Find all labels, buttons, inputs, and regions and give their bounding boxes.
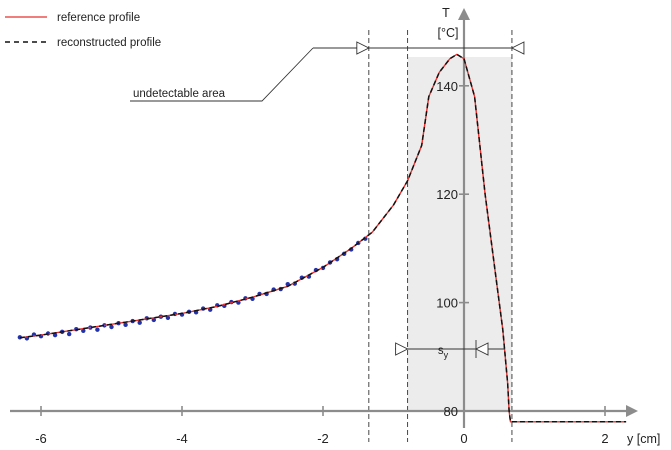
measured-point-11: [95, 327, 100, 332]
x-tick-label-3: 0: [460, 431, 467, 446]
sensor-arrow-right: [474, 342, 489, 356]
x-tick-label-1: -4: [176, 431, 188, 446]
measured-point-19: [151, 317, 156, 323]
measured-point-9: [81, 328, 86, 333]
measured-point-5: [52, 332, 58, 338]
y-tick-label-1: 100: [436, 296, 458, 311]
y-axis-title-line2: [°C]: [438, 26, 459, 40]
undetectable-leader-line: [130, 47, 314, 102]
shaded-region-rect: [407, 57, 512, 411]
y-tick-label-3: 140: [436, 79, 458, 94]
series-lines: [19, 53, 627, 423]
sensor-arrow-left: [395, 342, 409, 356]
x-tick-label-2: -2: [317, 431, 329, 446]
undetectable-arrow-right: [510, 41, 525, 55]
sensor-width-label: sy: [438, 345, 449, 360]
x-axis-title: y [cm]: [627, 432, 660, 446]
annotations: [130, 41, 525, 358]
axes: -6 -4 -2 0 2 80 100 120 140: [10, 8, 638, 446]
measured-point-13: [109, 324, 114, 330]
x-tick-label-0: -6: [35, 431, 47, 446]
shaded-sensor-region: [407, 57, 512, 411]
measured-point-21: [165, 315, 171, 320]
x-axis-arrowhead: [626, 405, 638, 417]
y-tick-label-2: 120: [436, 187, 458, 202]
measured-points: [17, 236, 368, 341]
measured-point-7: [67, 331, 72, 337]
x-tick-label-4: 2: [601, 431, 608, 446]
legend-label-reconstructed: reconstructed profile: [57, 37, 161, 49]
legend: reference profile reconstructed profile: [5, 12, 161, 49]
y-tick-label-0: 80: [444, 404, 458, 419]
reconstructed-profile-line: [19, 53, 627, 423]
reference-profile-line: [19, 53, 627, 423]
undetectable-arrow-left: [356, 41, 370, 55]
measured-point-17: [137, 320, 142, 325]
legend-label-reference: reference profile: [57, 12, 140, 24]
sensor-width-subscript: y: [444, 350, 449, 360]
y-axis-title-line1: T: [442, 6, 450, 20]
measured-point-15: [123, 322, 128, 328]
sensor-width-main: s: [438, 345, 444, 357]
undetectable-area-label: undetectable area: [133, 88, 226, 100]
dashed-boundary-lines: [368, 30, 513, 442]
y-axis-arrowhead: [458, 8, 470, 20]
